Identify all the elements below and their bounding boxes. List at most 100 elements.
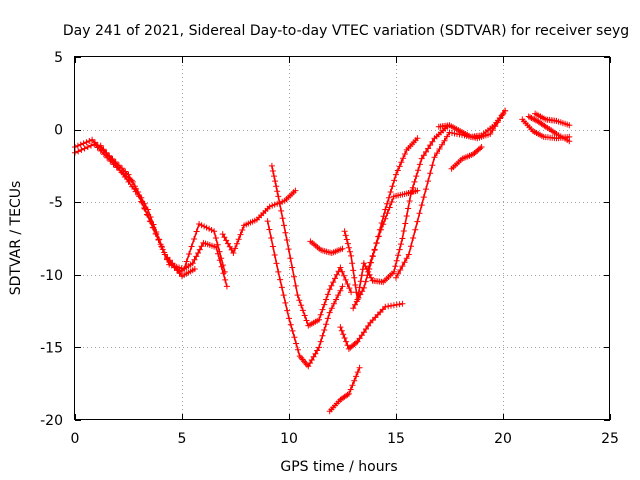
data-point-marker — [132, 188, 139, 195]
data-point-marker — [410, 235, 417, 241]
data-point-marker — [330, 279, 337, 286]
data-point-marker — [118, 169, 125, 176]
data-point-marker — [566, 133, 573, 140]
data-point-marker — [418, 202, 425, 209]
data-point-marker — [323, 296, 330, 303]
data-point-marker — [367, 259, 374, 266]
data-point-marker — [378, 226, 384, 233]
y-tick-label: 5 — [54, 50, 63, 66]
data-point-marker — [216, 248, 223, 255]
data-point-marker — [392, 263, 399, 270]
data-point-marker — [332, 275, 338, 282]
data-point-marker — [349, 382, 356, 389]
data-point-marker — [340, 331, 347, 338]
data-point-marker — [281, 222, 287, 229]
y-tick-label: -10 — [40, 268, 63, 284]
data-point-marker — [298, 302, 305, 309]
data-point-marker — [191, 236, 198, 242]
data-point-marker — [286, 315, 292, 322]
data-point-marker — [75, 148, 82, 155]
data-point-marker — [420, 152, 427, 159]
data-point-marker — [293, 340, 300, 347]
data-point-marker — [289, 327, 296, 334]
x-tick-label: 20 — [494, 431, 512, 447]
data-point-marker — [308, 357, 315, 363]
data-point-marker — [425, 145, 432, 152]
data-point-marker — [355, 295, 362, 301]
data-point-marker — [339, 283, 346, 290]
data-point-marker — [387, 189, 394, 195]
data-point-marker — [375, 233, 382, 240]
data-point-marker — [97, 142, 104, 149]
data-point-marker — [345, 390, 352, 397]
data-point-marker — [349, 260, 356, 267]
data-point-marker — [356, 364, 363, 371]
data-point-marker — [218, 255, 225, 262]
data-point-marker — [186, 251, 193, 257]
series-line — [266, 220, 344, 368]
axis-ticks: 0 5 10 15 20 25 5 0 -5 -10 -15 -20 — [40, 50, 619, 447]
data-point-marker — [319, 332, 326, 339]
data-point-marker — [348, 289, 355, 296]
data-point-marker — [80, 140, 87, 147]
data-point-marker — [91, 141, 98, 148]
data-point-marker — [316, 344, 322, 351]
data-point-marker — [139, 199, 146, 206]
data-point-marker — [292, 187, 299, 194]
data-point-marker — [275, 268, 282, 275]
data-point-marker — [111, 160, 118, 167]
data-point-marker — [126, 176, 133, 182]
data-point-marker — [414, 187, 421, 194]
data-point-marker — [296, 297, 303, 304]
data-point-marker — [393, 274, 399, 281]
data-point-marker — [423, 186, 429, 193]
data-point-marker — [394, 167, 401, 174]
data-point-marker — [226, 243, 233, 250]
data-point-marker — [350, 267, 357, 274]
data-point-marker — [365, 322, 372, 329]
series-arc-1 — [72, 136, 230, 290]
data-point-marker — [382, 206, 389, 213]
x-tick-label: 0 — [71, 431, 80, 447]
data-point-marker — [343, 236, 350, 243]
data-point-marker — [408, 243, 414, 250]
data-point-marker — [337, 324, 344, 331]
data-point-marker — [339, 245, 346, 252]
data-point-marker — [337, 287, 344, 294]
data-point-marker — [403, 255, 410, 262]
data-point-marker — [401, 151, 408, 157]
series-arc-5 — [268, 162, 355, 329]
data-point-marker — [268, 235, 275, 241]
data-point-marker — [314, 347, 321, 354]
data-point-marker — [365, 266, 372, 272]
data-point-marker — [121, 174, 128, 180]
data-point-marker — [396, 163, 403, 170]
data-point-marker — [221, 234, 228, 241]
x-tick-label: 15 — [387, 431, 405, 447]
data-point-marker — [136, 193, 143, 200]
data-point-marker — [385, 194, 392, 201]
data-point-marker — [402, 220, 409, 227]
data-point-marker — [100, 146, 107, 153]
data-point-marker — [360, 329, 367, 336]
data-point-marker — [429, 138, 436, 145]
data-point-marker — [328, 305, 335, 312]
data-point-marker — [415, 167, 422, 174]
data-point-marker — [358, 272, 365, 279]
data-point-marker — [487, 131, 494, 137]
data-point-marker — [351, 274, 358, 281]
data-point-marker — [388, 199, 395, 205]
data-point-marker — [125, 178, 132, 185]
data-point-marker — [323, 321, 330, 328]
data-point-marker — [411, 178, 418, 185]
data-point-marker — [333, 296, 340, 303]
data-point-marker — [225, 240, 231, 247]
data-point-marker — [427, 170, 434, 177]
data-point-marker — [406, 198, 413, 204]
data-point-marker — [271, 173, 277, 180]
data-point-marker — [393, 257, 400, 264]
data-point-marker — [307, 360, 313, 367]
data-point-marker — [214, 241, 221, 248]
data-point-marker — [416, 161, 423, 168]
data-point-marker — [321, 301, 328, 308]
